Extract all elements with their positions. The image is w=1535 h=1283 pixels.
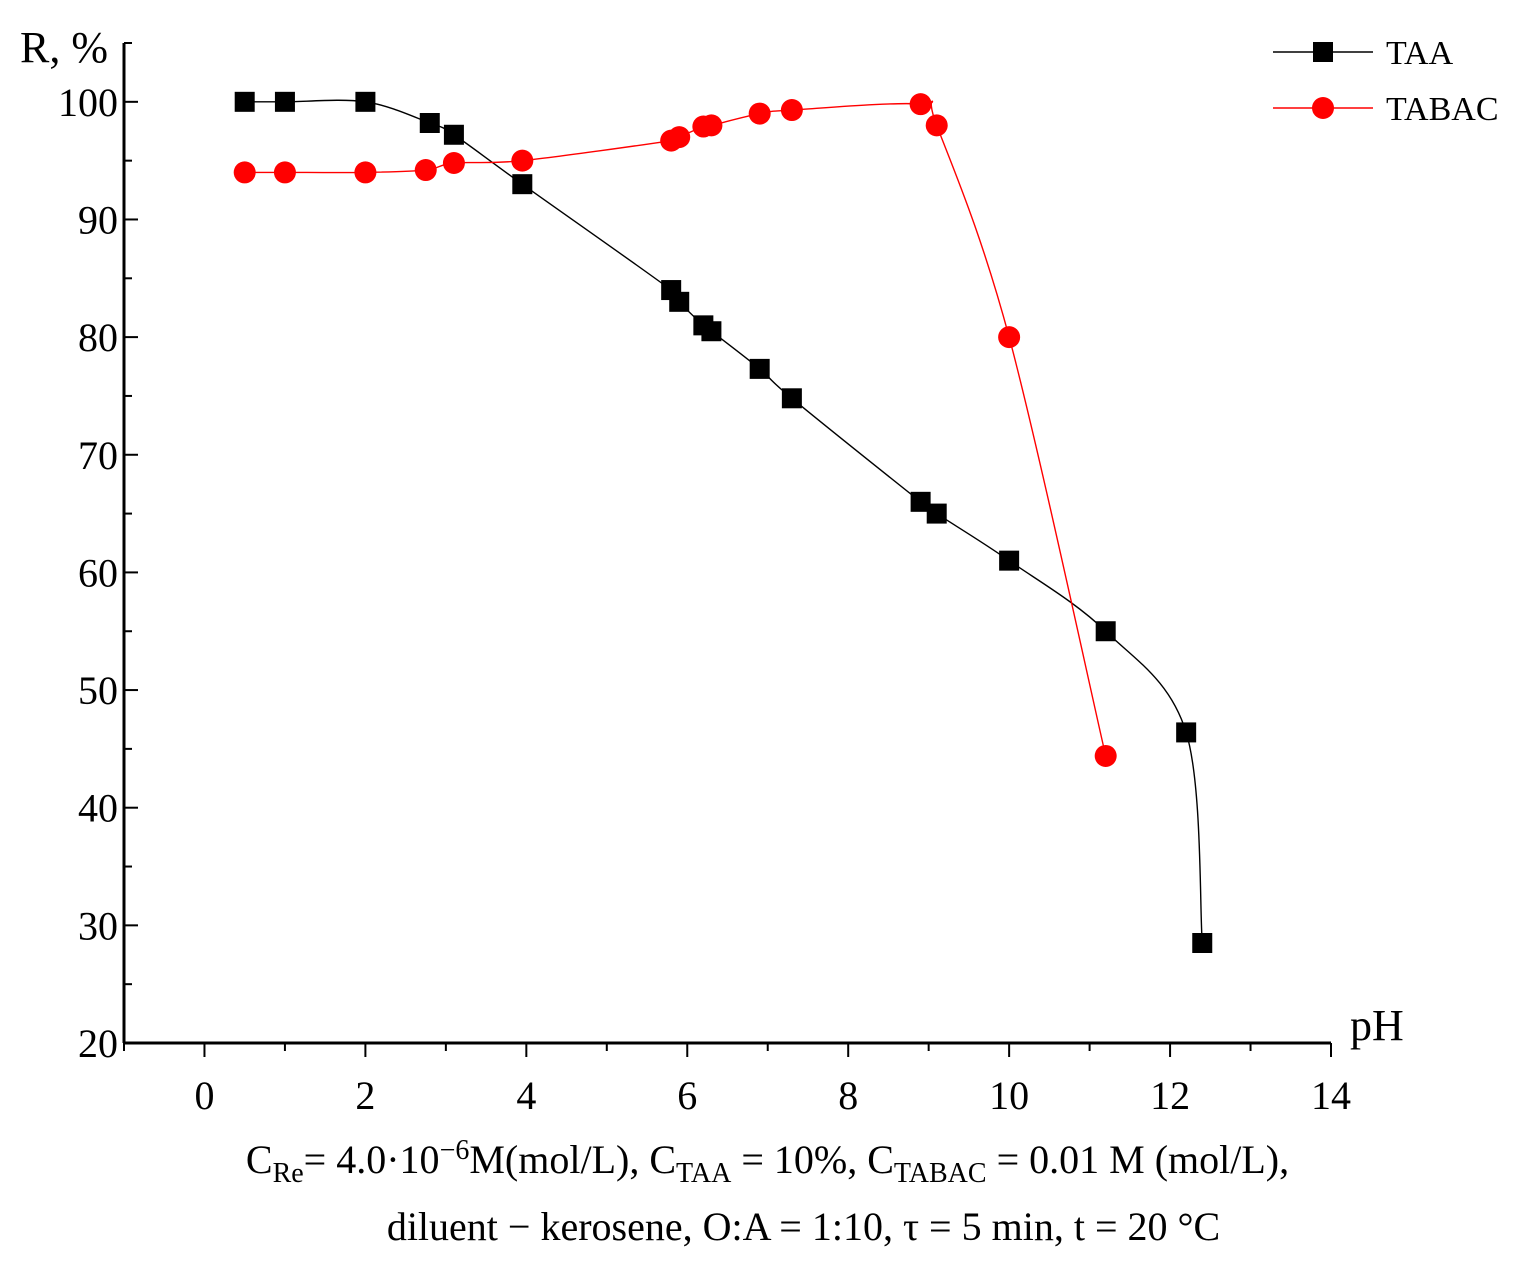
data-point-tabac	[909, 93, 932, 116]
series-line-taa	[244, 99, 1203, 944]
y-tick-label: 30	[78, 903, 118, 948]
x-axis-title: pH	[1350, 1001, 1404, 1050]
y-tick-label: 90	[78, 197, 118, 242]
y-axis-title: R, %	[20, 23, 108, 72]
caption-tabac-value: = 0.01 M (mol/L),	[986, 1137, 1290, 1182]
data-point-tabac	[668, 126, 691, 149]
caption-c-taa-sub: TAA	[676, 1158, 732, 1189]
x-tick-label: 0	[194, 1073, 214, 1118]
data-point-tabac	[273, 161, 296, 184]
data-point-taa	[512, 174, 533, 195]
y-tick-label: 40	[78, 786, 118, 831]
data-point-tabac	[1094, 744, 1117, 767]
data-point-tabac	[700, 114, 723, 137]
series-markers	[233, 91, 1213, 953]
y-tick-label: 60	[78, 550, 118, 595]
y-tick-label: 100	[58, 80, 118, 125]
data-point-taa	[443, 124, 464, 145]
x-tick-label: 8	[838, 1073, 858, 1118]
caption-c-taa: M(mol/L), C	[469, 1137, 677, 1182]
data-point-taa	[355, 91, 376, 112]
caption-c-tabac-sub: TABAC	[893, 1158, 987, 1189]
x-tick-label: 14	[1311, 1073, 1351, 1118]
y-tick-label: 70	[78, 433, 118, 478]
chart: 0 2 4 6 8 10 12 14 20 30 40 50 60 70 80 90 100 R, % pH TAA…	[20, 23, 1499, 1118]
caption-exponent: −6	[439, 1135, 470, 1166]
x-tick-label: 6	[677, 1073, 697, 1118]
data-point-tabac	[780, 99, 803, 122]
data-point-tabac	[354, 161, 377, 184]
caption-line-2: diluent − kerosene, O:A = 1:10, τ = 5 mi…	[386, 1204, 1221, 1249]
data-point-taa	[701, 321, 722, 342]
caption-c-re-sub: Re	[272, 1158, 304, 1189]
x-tick-label: 2	[355, 1073, 375, 1118]
data-point-taa	[1095, 621, 1116, 642]
caption-line-1: CRe= 4.0·10−6M(mol/L), CTAA = 10%, CTABA…	[0, 1135, 1535, 1190]
data-point-taa	[926, 503, 947, 524]
data-point-taa	[669, 291, 690, 312]
legend-label-tabac: TABAC	[1386, 91, 1499, 128]
y-tick-label: 80	[78, 315, 118, 360]
caption-c-re: C	[245, 1137, 273, 1182]
y-tick-label: 20	[78, 1021, 118, 1066]
data-point-taa	[1176, 722, 1197, 743]
data-point-tabac	[233, 161, 256, 184]
data-point-taa	[781, 388, 802, 409]
legend-marker-taa	[1313, 42, 1333, 62]
x-tick-label: 12	[1150, 1073, 1190, 1118]
data-point-tabac	[442, 152, 465, 174]
data-point-tabac	[511, 149, 534, 172]
x-tick-label: 4	[516, 1073, 536, 1118]
x-tick-label: 10	[989, 1073, 1029, 1118]
data-point-tabac	[414, 159, 437, 182]
y-tick-label: 50	[78, 668, 118, 713]
data-point-taa	[999, 550, 1020, 571]
caption-concentration: = 4.0·10	[303, 1137, 440, 1182]
series-lines	[244, 99, 1203, 944]
data-point-taa	[274, 91, 295, 112]
data-point-taa	[234, 91, 255, 112]
data-point-tabac	[925, 114, 948, 137]
data-point-taa	[1192, 933, 1213, 953]
legend-marker-tabac	[1312, 97, 1334, 119]
data-point-tabac	[748, 102, 771, 125]
data-point-taa	[910, 491, 931, 512]
axes: 0 2 4 6 8 10 12 14 20 30 40 50 60 70 80 90 100 R, % pH	[20, 23, 1404, 1118]
legend-label-taa: TAA	[1386, 35, 1454, 72]
data-point-tabac	[998, 326, 1021, 349]
caption-c-tabac: = 10%, C	[731, 1137, 894, 1182]
legend: TAA TABAC	[1273, 35, 1499, 128]
data-point-taa	[419, 113, 440, 133]
series-line-tabac	[244, 100, 1107, 757]
data-point-taa	[749, 358, 770, 379]
